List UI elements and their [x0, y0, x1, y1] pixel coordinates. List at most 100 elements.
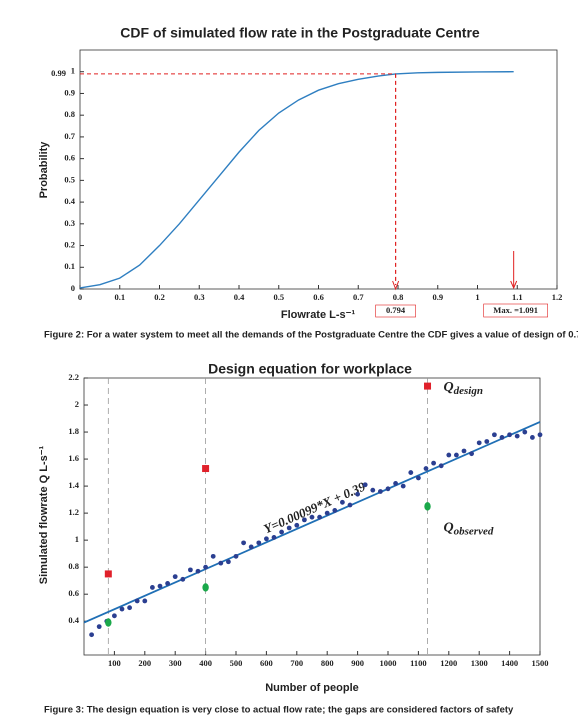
x-axis-label: Flowrate L-s⁻¹ — [281, 309, 356, 321]
x-tick-label: 1200 — [440, 658, 457, 668]
y-axis-label: Probability — [38, 141, 50, 199]
data-point — [469, 451, 474, 457]
data-point — [188, 567, 193, 573]
design-label: Qdesign — [444, 380, 483, 396]
caption: Figure 2: For a water system to meet all… — [44, 330, 578, 341]
data-point — [340, 499, 345, 505]
y-tick-label: 0.6 — [64, 153, 75, 163]
y-tick-label: 1 — [71, 66, 75, 76]
y-tick-label: 1 — [75, 534, 79, 544]
data-point — [438, 463, 444, 469]
x-tick-label: 500 — [230, 658, 243, 668]
fit-equation: Y=0.00099*X + 0.39 — [261, 478, 368, 536]
data-point — [378, 489, 383, 494]
x-tick-label: 0 — [78, 292, 82, 302]
y-tick-label: 1.8 — [68, 426, 79, 436]
y-tick-label: 0.5 — [64, 174, 75, 184]
data-point — [302, 517, 307, 523]
data-point — [89, 632, 94, 638]
data-point — [256, 540, 262, 546]
x-tick-label: 100 — [108, 658, 121, 668]
y-tick-label: 2.2 — [68, 372, 79, 382]
observed-point — [202, 583, 209, 592]
data-point — [134, 598, 140, 604]
data-point — [385, 486, 391, 492]
observed-point — [424, 502, 431, 511]
y-tick-label: 1.2 — [68, 507, 79, 517]
y-tick-label: 0.2 — [64, 239, 75, 249]
y-tick-label: 0 — [71, 283, 75, 293]
y-tick-label: 0.7 — [64, 131, 75, 141]
y-tick-label: 2 — [75, 399, 79, 409]
x-tick-label: 0.5 — [273, 292, 284, 302]
data-point — [484, 439, 490, 444]
data-point — [530, 435, 535, 440]
q-symbol: Q — [444, 521, 454, 536]
data-point — [127, 605, 132, 611]
y-tick-label: 0.1 — [64, 261, 75, 271]
data-point — [423, 466, 429, 471]
q-subscript: design — [454, 385, 483, 397]
x-tick-label: 0.9 — [432, 292, 443, 302]
fit-line — [83, 421, 541, 624]
data-point — [172, 574, 178, 580]
y-tick-label: 0.4 — [68, 615, 79, 625]
data-point — [286, 525, 292, 531]
x-tick-label: 1.2 — [552, 292, 563, 302]
data-point — [362, 482, 368, 488]
data-point — [96, 624, 102, 630]
data-point — [461, 448, 467, 454]
caption: Figure 3: The design equation is very cl… — [44, 705, 514, 716]
data-point — [112, 613, 117, 619]
data-point — [248, 544, 254, 550]
data-point — [537, 432, 543, 438]
data-point — [264, 536, 269, 542]
data-point — [476, 440, 482, 446]
x-tick-label: 0.2 — [154, 292, 165, 302]
data-point — [180, 576, 186, 582]
label-box — [375, 304, 416, 318]
x-axis-label: Number of people — [265, 682, 359, 694]
y-tick-label: 0.8 — [68, 561, 79, 571]
data-point — [324, 510, 330, 516]
data-point — [393, 480, 398, 486]
design-point — [424, 382, 432, 390]
data-point — [241, 540, 247, 546]
data-point — [119, 606, 125, 612]
vline-label: 0.794 — [386, 305, 406, 315]
arrow-head — [392, 280, 400, 291]
data-point — [332, 508, 338, 513]
observed-label: Qobserved — [444, 521, 494, 537]
x-tick-label: 0.6 — [313, 292, 324, 302]
y-tick-label: 1.4 — [68, 480, 79, 490]
data-point — [165, 580, 171, 586]
x-tick-label: 900 — [351, 658, 364, 668]
q-subscript: observed — [454, 525, 494, 537]
y-tick-label: 0.4 — [64, 196, 75, 206]
x-tick-label: 600 — [260, 658, 273, 668]
data-point — [210, 553, 216, 559]
chart-title: Design equation for workplace — [208, 361, 412, 377]
data-point — [514, 433, 520, 439]
x-tick-label: 1.1 — [512, 292, 523, 302]
x-tick-label: 1500 — [532, 658, 549, 668]
data-point — [431, 460, 436, 466]
observed-point — [105, 618, 112, 627]
data-point — [309, 514, 315, 520]
x-tick-label: 1400 — [501, 658, 518, 668]
data-point — [347, 502, 353, 508]
data-point — [150, 585, 155, 590]
data-point — [157, 583, 163, 589]
cdf-line — [79, 71, 514, 289]
y-tick-label: 0.9 — [64, 87, 75, 97]
x-tick-label: 1300 — [471, 658, 488, 668]
data-point — [233, 553, 239, 559]
x-tick-label: 1000 — [380, 658, 397, 668]
x-tick-label: 400 — [199, 658, 212, 668]
data-point — [317, 514, 322, 520]
data-point — [499, 435, 505, 440]
x-tick-label: 1 — [475, 292, 479, 302]
data-point — [142, 598, 148, 604]
x-tick-label: 0.8 — [393, 292, 404, 302]
q-symbol: Q — [444, 380, 454, 395]
